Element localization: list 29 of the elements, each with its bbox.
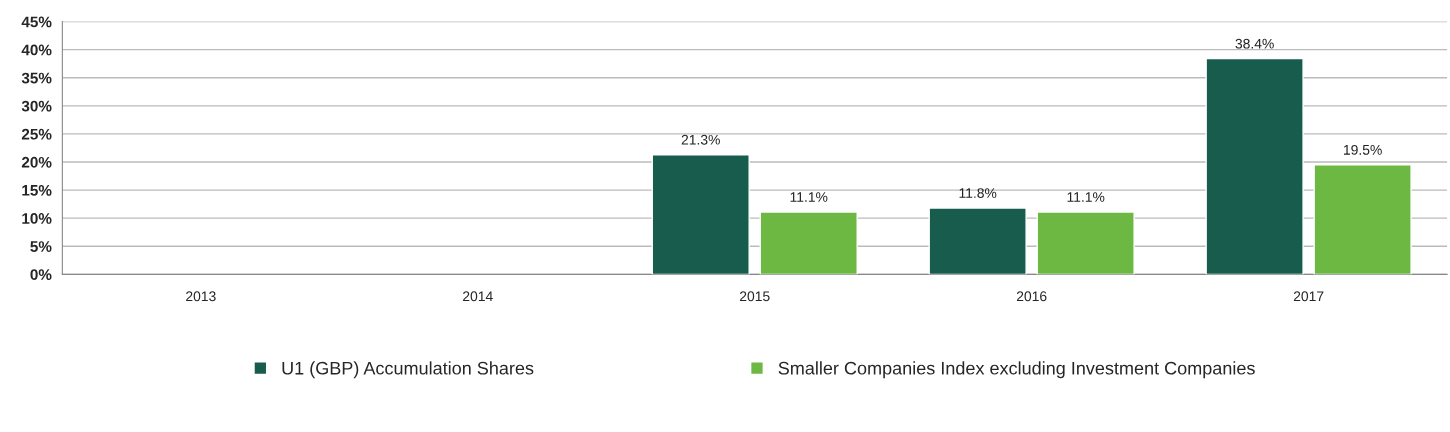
- legend-label: Smaller Companies Index excluding Investment Companies: [778, 361, 1255, 379]
- y-tick-label: 25%: [21, 128, 52, 140]
- y-tick-label: 35%: [21, 72, 52, 84]
- y-tick-label: 5%: [30, 241, 52, 252]
- bar: [928, 207, 1027, 275]
- x-tick-label: 2017: [1293, 291, 1324, 302]
- bar: [1313, 164, 1412, 275]
- bar: [759, 211, 858, 275]
- y-tick-label: 30%: [21, 100, 52, 112]
- y-tick-label: 45%: [21, 16, 52, 28]
- legend-label: U1 (GBP) Accumulation Shares: [282, 361, 534, 379]
- data-label: 19.5%: [1344, 144, 1382, 155]
- bar: [1036, 211, 1135, 275]
- data-label: 11.1%: [790, 192, 828, 202]
- x-tick-label: 2016: [1016, 291, 1047, 302]
- data-label: 11.1%: [1067, 192, 1105, 202]
- x-tick-label: 2014: [463, 291, 493, 302]
- x-tick-label: 2015: [739, 291, 770, 302]
- data-label: 21.3%: [681, 134, 720, 145]
- y-tick-label: 15%: [22, 184, 52, 196]
- bar: [1205, 57, 1304, 275]
- y-tick-label: 20%: [21, 156, 52, 168]
- y-tick-label: 10%: [22, 213, 52, 224]
- bar: [651, 154, 750, 275]
- x-tick-label: 2013: [186, 291, 216, 302]
- y-tick-label: 0%: [30, 269, 52, 281]
- y-tick-label: 40%: [21, 44, 52, 56]
- data-label: 38.4%: [1235, 38, 1274, 49]
- data-label: 11.8%: [959, 188, 997, 199]
